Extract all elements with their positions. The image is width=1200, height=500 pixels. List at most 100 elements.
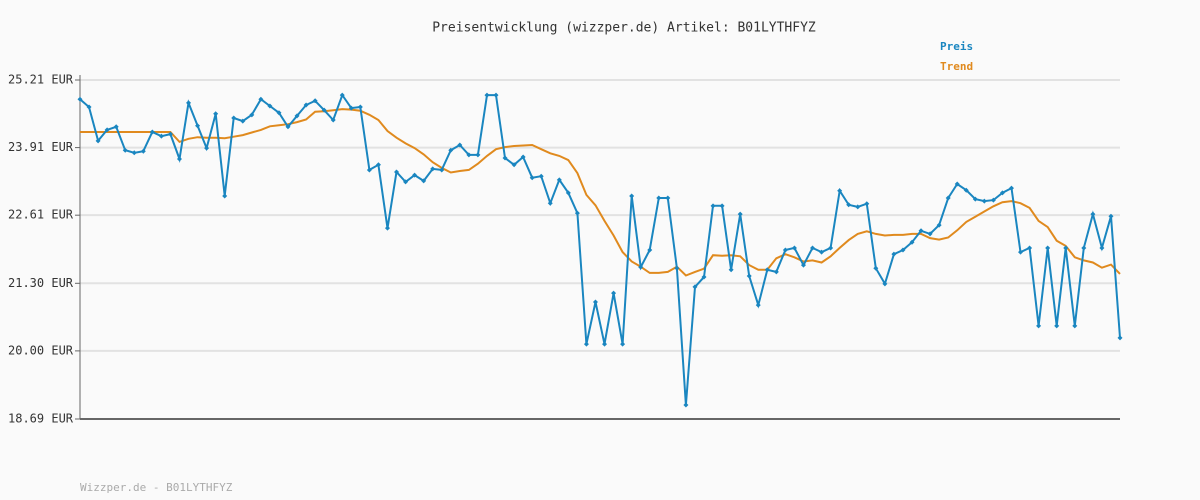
point bbox=[77, 96, 83, 102]
point bbox=[746, 273, 752, 279]
point bbox=[276, 110, 282, 116]
point bbox=[186, 100, 192, 106]
point bbox=[511, 162, 517, 168]
point bbox=[674, 265, 680, 271]
point bbox=[366, 167, 372, 173]
point bbox=[412, 172, 418, 178]
point bbox=[864, 201, 870, 207]
point bbox=[927, 231, 933, 237]
point bbox=[475, 152, 481, 158]
point bbox=[647, 247, 653, 253]
point bbox=[249, 112, 255, 118]
point bbox=[231, 115, 237, 121]
point bbox=[1090, 211, 1096, 217]
point bbox=[855, 204, 861, 210]
point bbox=[131, 150, 137, 156]
point bbox=[556, 177, 562, 183]
point bbox=[873, 265, 879, 271]
point bbox=[656, 195, 662, 201]
point bbox=[86, 104, 92, 110]
point bbox=[574, 210, 580, 216]
point bbox=[158, 133, 164, 139]
point bbox=[764, 267, 770, 273]
point bbox=[312, 98, 318, 104]
point bbox=[375, 162, 381, 168]
point bbox=[583, 341, 589, 347]
point bbox=[547, 200, 553, 206]
point bbox=[981, 198, 987, 204]
point bbox=[195, 123, 201, 129]
point bbox=[448, 147, 454, 153]
point bbox=[954, 181, 960, 187]
point bbox=[403, 179, 409, 185]
point bbox=[267, 103, 273, 109]
point bbox=[592, 299, 598, 305]
point bbox=[810, 245, 816, 251]
point bbox=[1117, 335, 1123, 341]
point bbox=[728, 267, 734, 273]
chart-title: Preisentwicklung (wizzper.de) Artikel: B… bbox=[432, 21, 816, 36]
point bbox=[737, 211, 743, 217]
point bbox=[167, 131, 173, 137]
point bbox=[891, 251, 897, 257]
point bbox=[529, 175, 535, 181]
point bbox=[213, 111, 219, 117]
point bbox=[945, 195, 951, 201]
point bbox=[113, 124, 119, 130]
point bbox=[692, 284, 698, 290]
y-tick-label: 22.61 EUR bbox=[8, 208, 74, 222]
point bbox=[95, 138, 101, 144]
point bbox=[918, 228, 924, 234]
point bbox=[348, 105, 354, 111]
point bbox=[1008, 185, 1014, 191]
point bbox=[1099, 245, 1105, 251]
point bbox=[122, 147, 128, 153]
point bbox=[520, 154, 526, 160]
legend-entry: Preis bbox=[940, 40, 973, 53]
point bbox=[484, 92, 490, 98]
point bbox=[800, 262, 806, 268]
point bbox=[321, 107, 327, 113]
point bbox=[972, 196, 978, 202]
y-tick-label: 23.91 EUR bbox=[8, 140, 74, 154]
point bbox=[990, 197, 996, 203]
point bbox=[701, 274, 707, 280]
point bbox=[240, 118, 246, 124]
point bbox=[104, 127, 110, 133]
point bbox=[611, 290, 617, 296]
point bbox=[303, 102, 309, 108]
point bbox=[1072, 323, 1078, 329]
point bbox=[710, 203, 716, 209]
footer: Wizzper.de - B01LYTHFYZ bbox=[80, 481, 233, 494]
point bbox=[936, 222, 942, 228]
legend-entry: Trend bbox=[940, 60, 973, 73]
point bbox=[502, 155, 508, 161]
point bbox=[1063, 245, 1069, 251]
point bbox=[999, 190, 1005, 196]
point bbox=[1054, 323, 1060, 329]
point bbox=[384, 225, 390, 231]
line-trend bbox=[80, 108, 1121, 277]
point bbox=[719, 203, 725, 209]
point bbox=[204, 145, 210, 151]
point bbox=[493, 92, 499, 98]
point bbox=[1027, 245, 1033, 251]
point bbox=[222, 193, 228, 199]
point bbox=[819, 249, 825, 255]
point bbox=[394, 169, 400, 175]
point bbox=[638, 264, 644, 270]
point bbox=[683, 402, 689, 408]
point bbox=[602, 341, 608, 347]
point bbox=[439, 167, 445, 173]
point bbox=[1018, 249, 1024, 255]
point bbox=[339, 92, 345, 98]
point bbox=[755, 302, 761, 308]
point bbox=[846, 202, 852, 208]
point bbox=[882, 281, 888, 287]
point bbox=[773, 269, 779, 275]
y-tick-label: 21.30 EUR bbox=[8, 276, 74, 290]
point bbox=[176, 156, 182, 162]
point bbox=[900, 247, 906, 253]
line-preis bbox=[79, 92, 1121, 406]
